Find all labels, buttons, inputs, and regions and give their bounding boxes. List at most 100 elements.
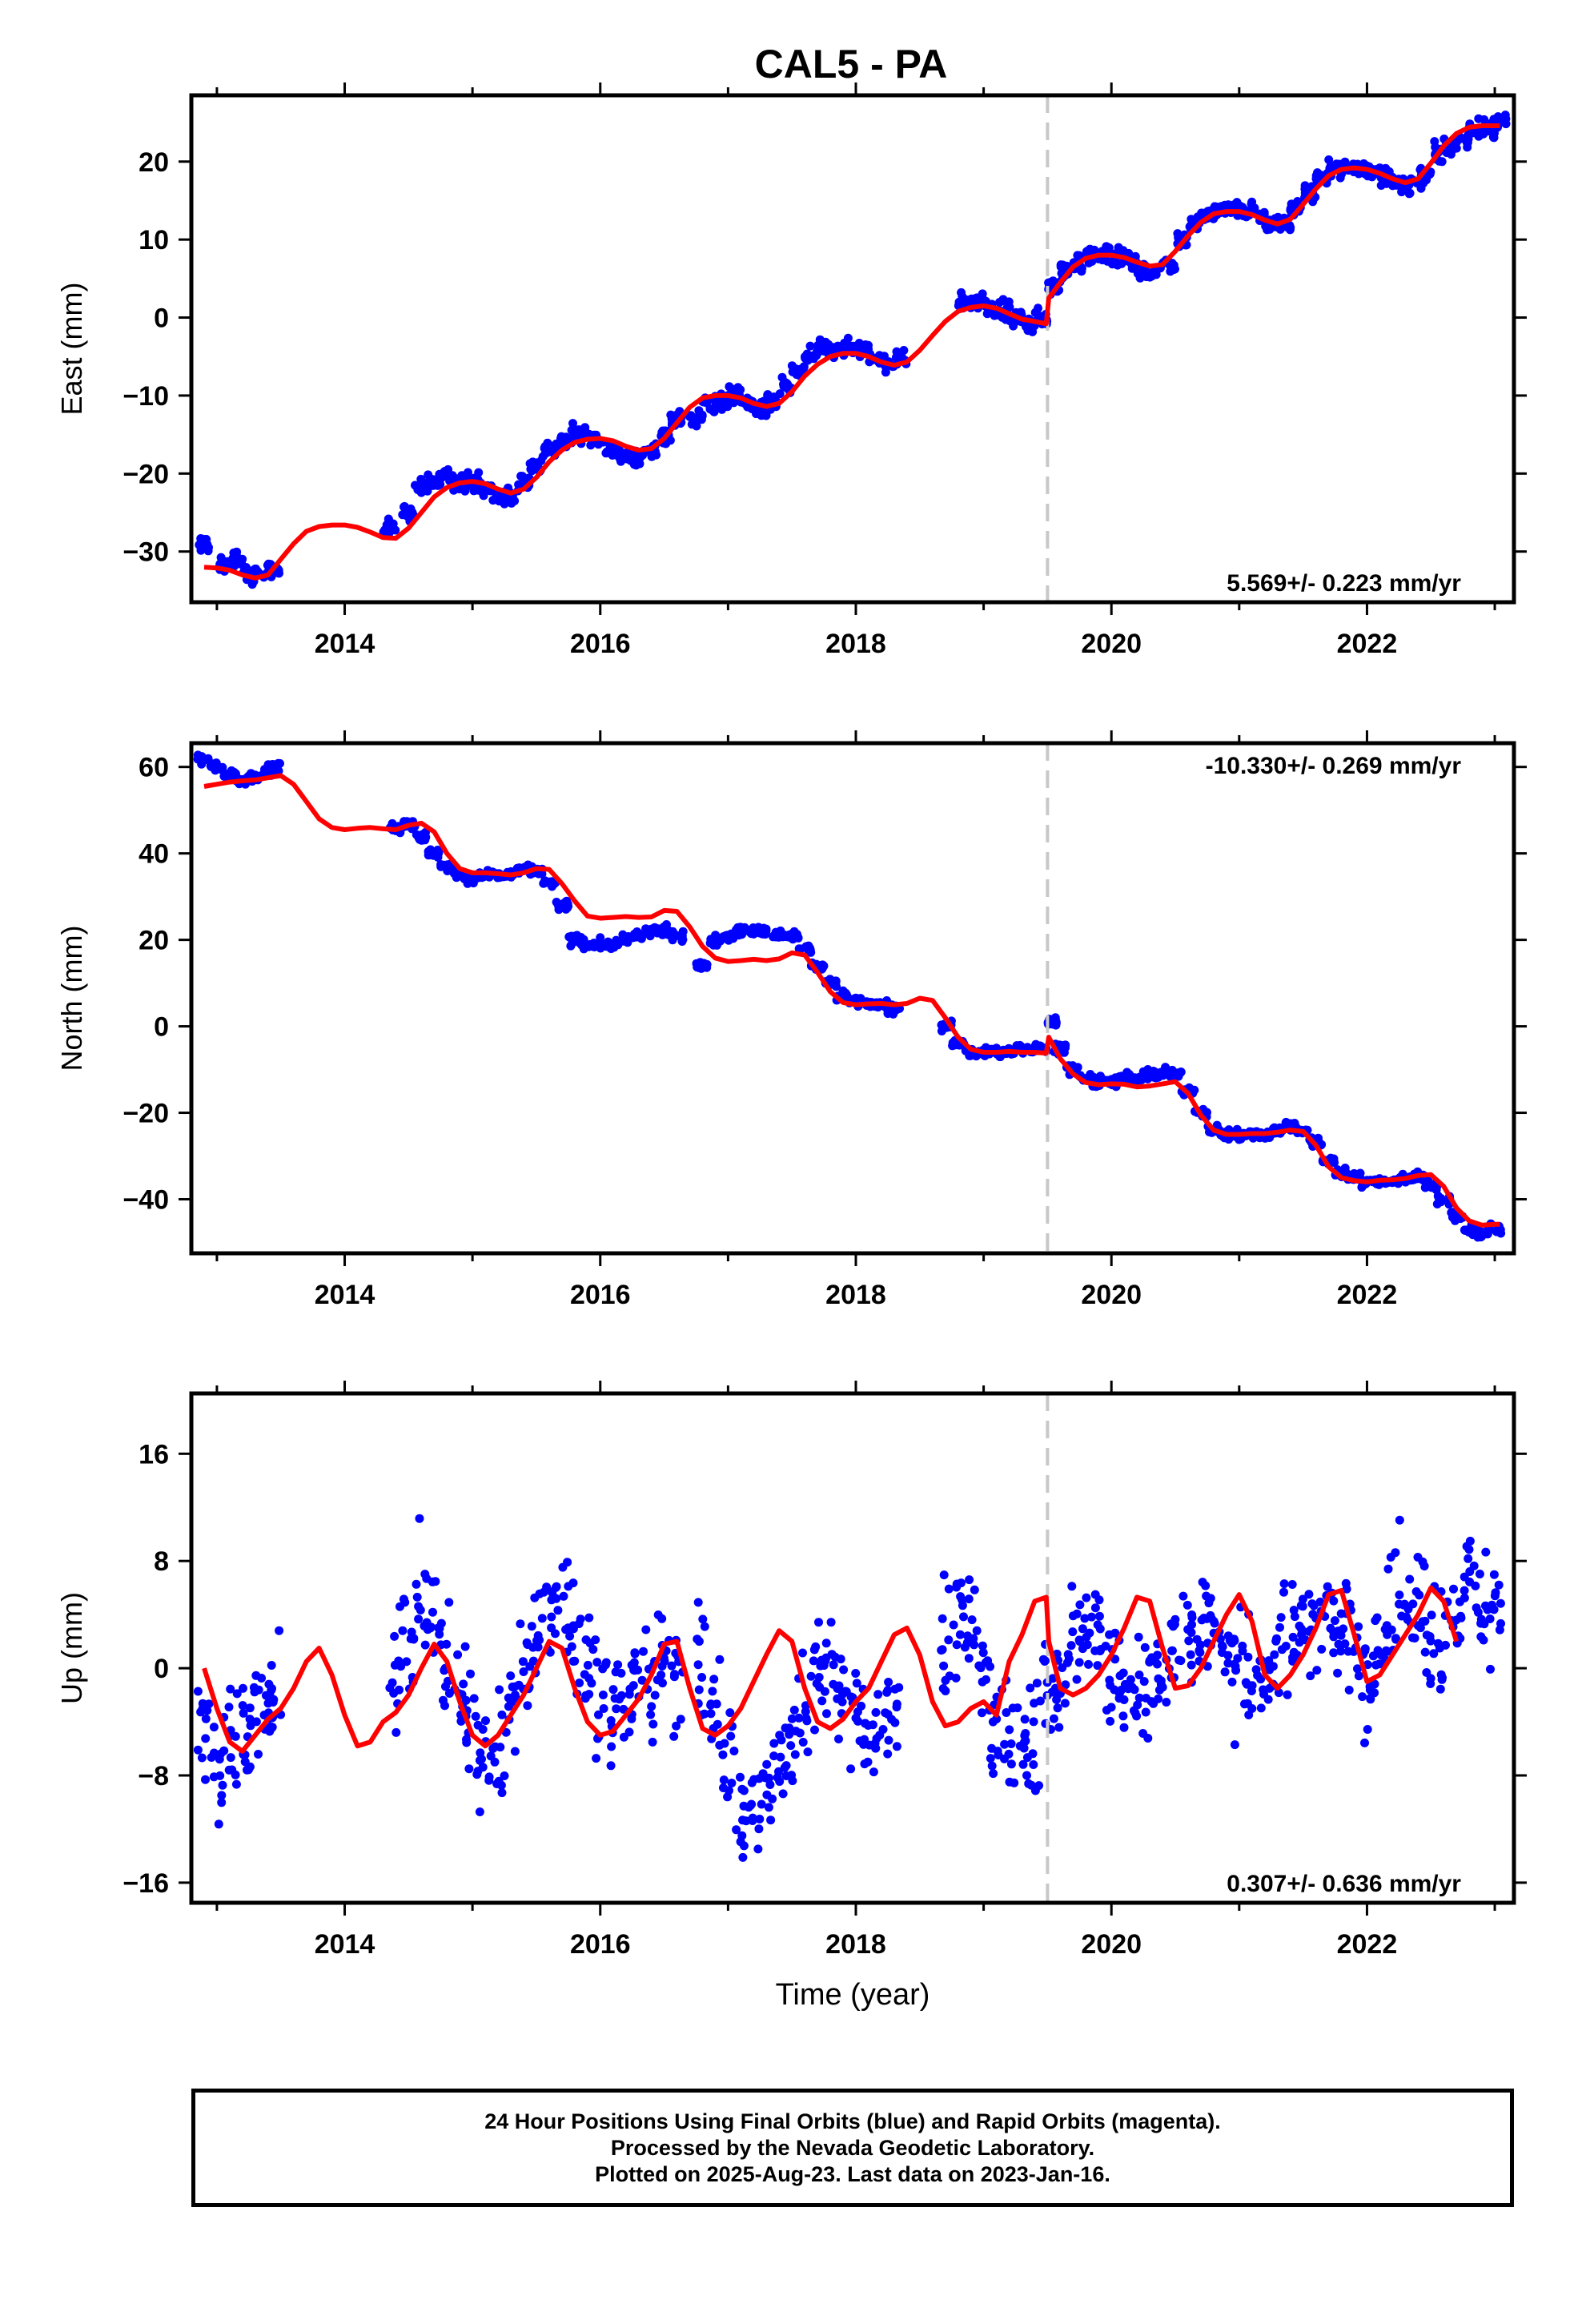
data-point [647, 1702, 656, 1711]
data-point [239, 1708, 248, 1718]
velocity-label: 0.307+/- 0.636 mm/yr [1227, 1871, 1461, 1897]
data-point [989, 1769, 998, 1779]
data-point [612, 1704, 621, 1714]
y-axis-label: North (mm) [55, 926, 88, 1072]
data-point [1220, 1667, 1230, 1677]
data-point [275, 1626, 284, 1635]
data-point [1259, 1685, 1268, 1695]
data-point [424, 850, 433, 860]
data-point [1480, 1619, 1489, 1629]
data-point [472, 1770, 482, 1779]
data-point [561, 1625, 571, 1634]
data-point [606, 1761, 616, 1771]
data-point [1425, 1632, 1435, 1641]
data-point [1230, 1636, 1239, 1646]
data-point [478, 1763, 488, 1772]
x-tick-label: 2022 [1337, 1280, 1398, 1310]
data-point [629, 1661, 639, 1671]
data-point [1186, 1660, 1196, 1670]
x-tick-label: 2014 [315, 1929, 375, 1960]
model-fit-line [203, 123, 1500, 581]
data-point [466, 1669, 475, 1679]
data-point [613, 1660, 623, 1670]
data-point [762, 1759, 772, 1769]
data-point [1250, 203, 1259, 213]
data-point [444, 1598, 454, 1607]
data-point [1281, 1642, 1291, 1651]
data-point [1020, 1731, 1030, 1740]
data-point [1490, 1591, 1500, 1601]
data-point [1399, 1599, 1409, 1609]
data-point [210, 761, 219, 770]
data-point [416, 1606, 425, 1614]
data-point [1119, 1723, 1129, 1732]
data-point [1481, 1547, 1491, 1557]
data-point [821, 1656, 830, 1666]
data-point [1187, 1613, 1197, 1622]
data-point [987, 1761, 997, 1771]
data-point [1227, 1677, 1237, 1687]
data-point [463, 878, 472, 887]
data-point [542, 448, 552, 456]
y-tick-label: 0 [154, 1012, 169, 1043]
data-point [978, 1648, 988, 1658]
data-point [471, 1711, 480, 1721]
data-point [440, 467, 450, 476]
data-point [555, 899, 564, 909]
data-point [717, 404, 727, 414]
data-point [778, 1789, 788, 1799]
data-point [949, 1620, 958, 1630]
data-point [616, 1691, 626, 1700]
data-point [424, 470, 433, 480]
data-point [587, 1679, 596, 1688]
data-point [1129, 1706, 1138, 1715]
plot-area [193, 743, 1506, 1253]
data-point [1174, 1655, 1184, 1665]
data-point [1435, 1684, 1445, 1694]
data-point [697, 415, 706, 424]
data-point [428, 1607, 437, 1617]
model-fit-line [203, 773, 1500, 1228]
data-point [580, 423, 590, 432]
data-point [892, 1703, 901, 1712]
data-point [1087, 1612, 1096, 1622]
data-point [1441, 1640, 1450, 1650]
data-point [965, 1575, 974, 1585]
data-point [1028, 1749, 1038, 1759]
data-point [619, 1732, 628, 1742]
data-point [1486, 1664, 1495, 1674]
data-point [802, 1716, 812, 1726]
velocity-label: 5.569+/- 0.223 mm/yr [1227, 570, 1461, 597]
data-point [1073, 251, 1082, 260]
data-point [788, 1776, 797, 1786]
data-point [1471, 1581, 1480, 1590]
data-point [944, 1635, 954, 1645]
data-point [694, 406, 704, 416]
data-point [890, 1684, 900, 1694]
data-point [1438, 1673, 1447, 1683]
data-point [1057, 263, 1066, 272]
data-point [477, 1755, 486, 1764]
data-point [267, 1661, 276, 1670]
data-point [537, 1614, 547, 1623]
data-point [1408, 1599, 1418, 1609]
data-point [769, 1739, 779, 1748]
y-tick-label: −30 [122, 537, 169, 568]
data-point [1126, 1675, 1135, 1684]
data-point [527, 1622, 536, 1631]
data-point [530, 1593, 540, 1602]
data-point [1134, 1693, 1144, 1703]
y-tick-label: −8 [138, 1761, 169, 1791]
data-point [1268, 1662, 1278, 1671]
data-point [1243, 1652, 1253, 1662]
data-point [1371, 1616, 1380, 1626]
data-point [1204, 1598, 1214, 1608]
data-point [610, 1694, 620, 1703]
data-point [1379, 179, 1388, 188]
data-point [528, 1642, 538, 1652]
data-point [978, 1677, 987, 1687]
data-point [1210, 1618, 1219, 1628]
data-point [406, 504, 416, 513]
data-point [1048, 1019, 1058, 1029]
data-point [1101, 1642, 1110, 1651]
